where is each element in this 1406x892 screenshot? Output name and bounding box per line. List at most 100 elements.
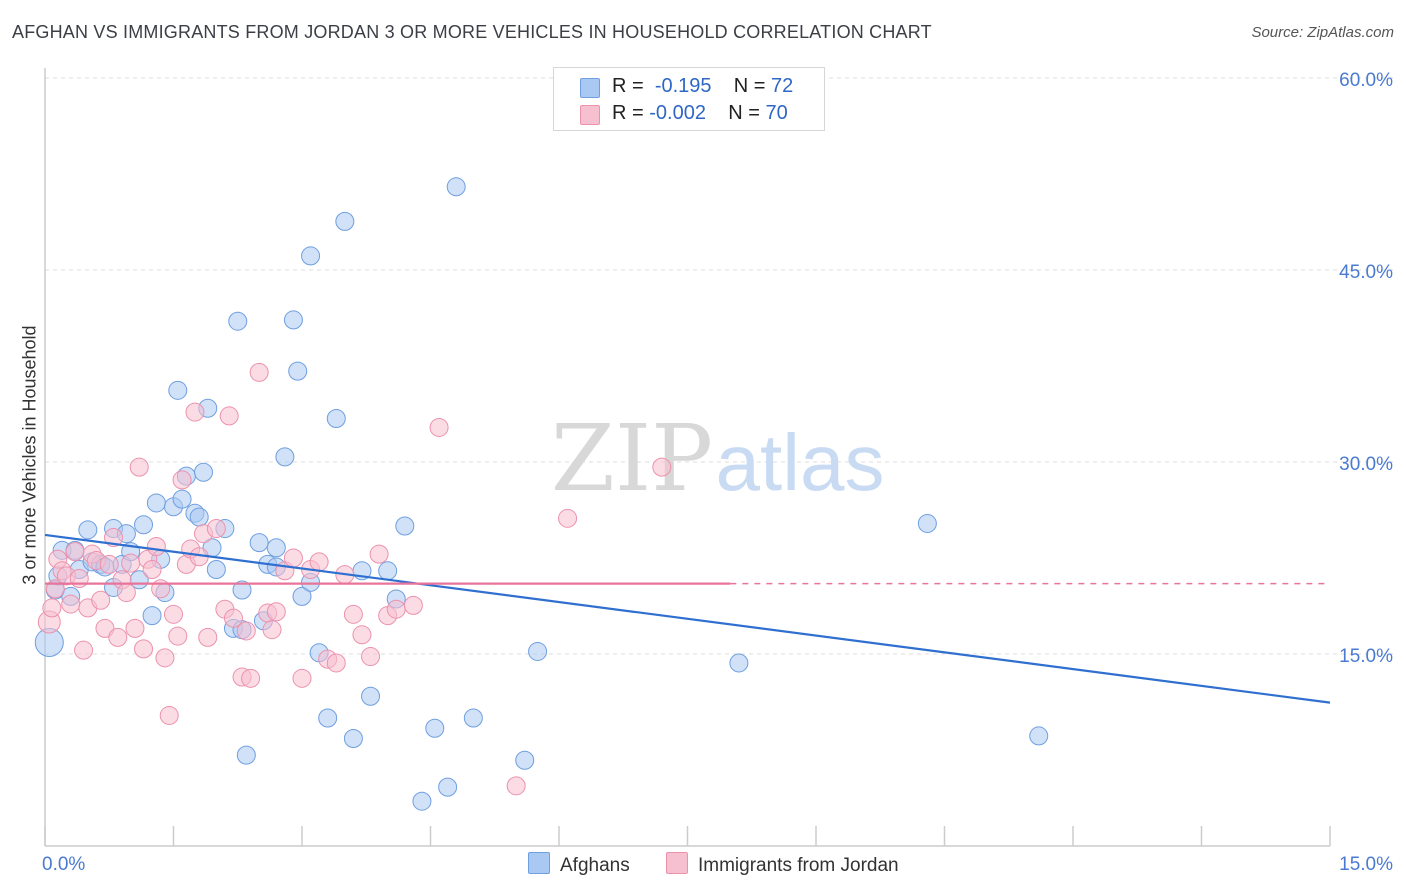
jordan-point xyxy=(429,417,449,437)
legend-label-afghans: Afghans xyxy=(560,855,630,876)
jordan-point xyxy=(155,648,175,668)
legend-row-jordan: R = -0.002 N = 70 xyxy=(554,101,824,127)
jordan-point xyxy=(236,621,256,641)
r-label: R = xyxy=(612,75,644,97)
afghans-point xyxy=(266,538,286,558)
axes xyxy=(44,68,1331,847)
afghans-trend-line xyxy=(44,533,1331,704)
afghans-point xyxy=(343,728,363,748)
legend-swatch-jordan xyxy=(666,852,688,874)
jordan-point xyxy=(121,553,141,573)
jordan-point xyxy=(159,705,179,725)
chart-title: AFGHAN VS IMMIGRANTS FROM JORDAN 3 OR MO… xyxy=(12,22,932,42)
x-tick-label: 15.0% xyxy=(1339,854,1393,875)
afghans-point xyxy=(232,580,252,600)
jordan-point xyxy=(108,627,128,647)
jordan-point xyxy=(219,406,239,426)
trend-lines xyxy=(44,533,1331,704)
jordan-point xyxy=(403,595,423,615)
afghans-point xyxy=(729,653,749,673)
data-points xyxy=(34,177,1049,811)
jordan-point xyxy=(206,519,226,539)
legend-swatch-afghans xyxy=(580,78,600,98)
jordan-point xyxy=(558,508,578,528)
watermark-atlas: atlas xyxy=(716,418,885,507)
jordan-point xyxy=(262,620,282,640)
afghans-point xyxy=(395,516,415,536)
afghans-point xyxy=(78,520,98,540)
legend-swatch-afghans xyxy=(528,852,550,874)
legend-swatch-jordan xyxy=(580,105,600,125)
jordan-point xyxy=(361,647,381,667)
jordan-point xyxy=(506,776,526,796)
n-value: 72 xyxy=(771,75,794,97)
afghans-point xyxy=(361,686,381,706)
stats-legend: R = -0.195 N = 72 R = -0.002 N = 70 xyxy=(553,67,825,131)
afghans-point xyxy=(142,606,162,626)
jordan-point xyxy=(65,542,85,562)
legend-jordan: Immigrants from Jordan xyxy=(666,852,899,877)
jordan-point xyxy=(134,639,154,659)
afghans-point xyxy=(134,515,154,535)
jordan-point xyxy=(652,457,672,477)
afghans-point xyxy=(318,708,338,728)
jordan-point xyxy=(292,668,312,688)
afghans-point xyxy=(189,507,209,527)
jordan-point xyxy=(172,470,192,490)
jordan-point xyxy=(249,362,269,382)
jordan-point xyxy=(99,554,119,574)
jordan-point xyxy=(125,618,145,638)
afghans-point xyxy=(917,513,937,533)
afghans-point xyxy=(283,310,303,330)
y-tick-label: 45.0% xyxy=(1339,262,1393,283)
r-value: -0.195 xyxy=(654,75,712,97)
legend-label-jordan: Immigrants from Jordan xyxy=(698,855,899,876)
jordan-point xyxy=(283,548,303,568)
afghans-point xyxy=(412,791,432,811)
tick-labels: 15.0% 30.0% 45.0% 60.0% 0.0% 15.0% xyxy=(42,70,1393,875)
afghans-point xyxy=(335,211,355,231)
jordan-point xyxy=(386,599,406,619)
legend-afghans: Afghans xyxy=(528,852,630,877)
afghans-point xyxy=(438,777,458,797)
jordan-point xyxy=(142,560,162,580)
n-label: N = xyxy=(728,102,760,124)
afghans-point xyxy=(425,718,445,738)
afghans-point xyxy=(446,177,466,197)
y-tick-label: 30.0% xyxy=(1339,454,1393,475)
afghans-point xyxy=(206,560,226,580)
n-label: N = xyxy=(733,75,766,97)
n-value: 70 xyxy=(765,102,788,124)
afghans-point xyxy=(326,408,346,428)
jordan-point xyxy=(369,544,389,564)
afghans-point xyxy=(236,745,256,765)
jordan-point xyxy=(168,626,188,646)
afghans-point xyxy=(301,246,321,266)
afghans-point xyxy=(528,641,548,661)
jordan-point xyxy=(164,604,183,624)
afghans-point xyxy=(1029,726,1049,746)
afghans-point xyxy=(378,561,398,581)
afghans-point xyxy=(292,586,312,606)
jordan-point xyxy=(74,640,94,660)
jordan-point xyxy=(116,583,136,603)
jordan-point xyxy=(61,594,81,614)
jordan-point xyxy=(185,402,205,422)
jordan-point xyxy=(198,627,218,647)
jordan-point xyxy=(129,457,149,477)
watermark-zip: ZIP xyxy=(551,405,713,512)
legend-row-afghans: R = -0.195 N = 72 xyxy=(554,74,824,100)
afghans-point xyxy=(515,750,535,770)
jordan-point xyxy=(91,590,111,610)
jordan-point xyxy=(241,668,261,688)
jordan-point xyxy=(326,653,346,673)
gridlines xyxy=(45,77,1395,655)
y-tick-label: 60.0% xyxy=(1339,70,1393,91)
afghans-point xyxy=(146,493,166,513)
jordan-point xyxy=(309,552,329,572)
afghans-point xyxy=(193,462,213,482)
afghans-point xyxy=(463,708,483,728)
afghans-point xyxy=(168,380,188,400)
jordan-point xyxy=(104,528,124,548)
afghans-point xyxy=(172,489,192,509)
